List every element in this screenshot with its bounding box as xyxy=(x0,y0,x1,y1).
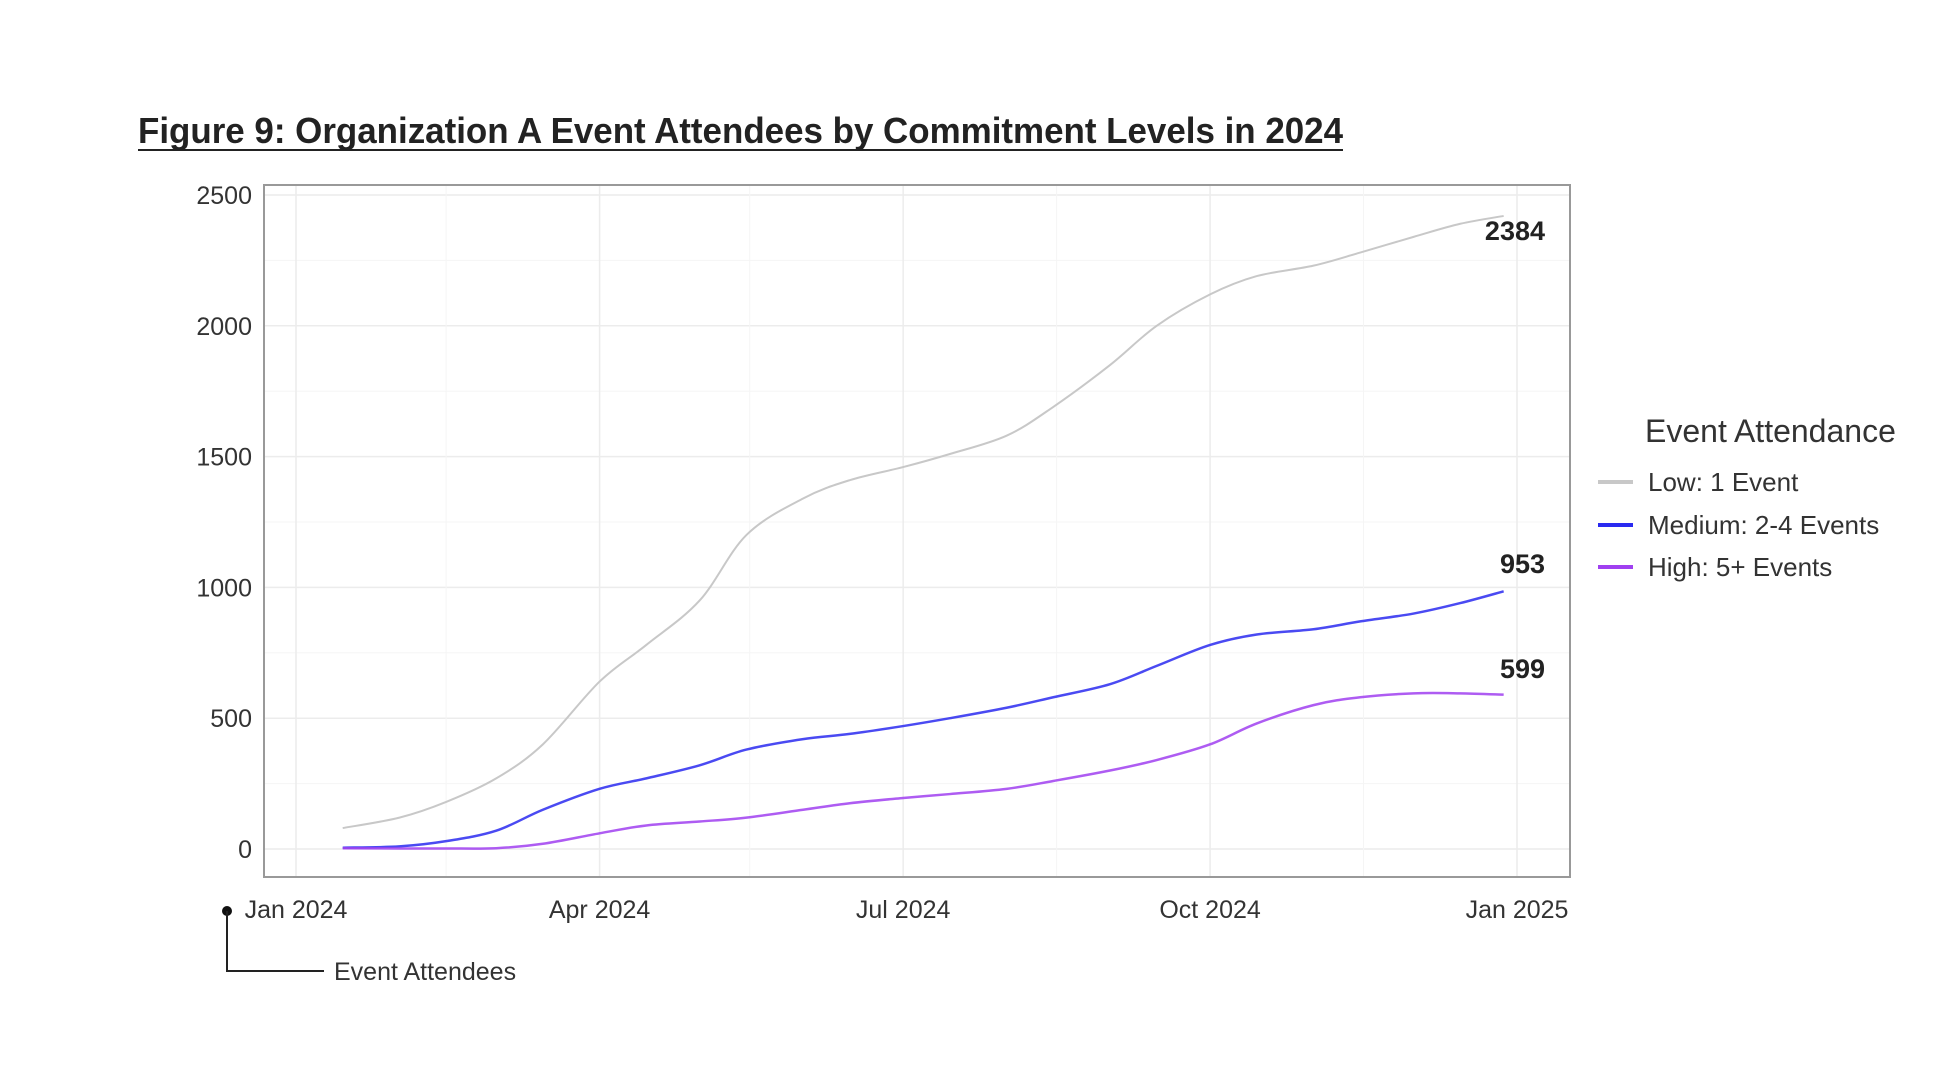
end-label: 953 xyxy=(1500,549,1545,579)
end-labels: 2384 953 599 xyxy=(1485,216,1545,684)
end-label: 2384 xyxy=(1485,216,1545,246)
plot-background xyxy=(264,185,1570,877)
x-tick-label: Jan 2025 xyxy=(1466,896,1569,924)
series-line-low xyxy=(342,214,1504,830)
legend-label: Medium: 2-4 Events xyxy=(1648,510,1879,540)
y-tick-label: 1500 xyxy=(196,444,252,472)
series-line-medium xyxy=(342,590,1504,849)
axis-annotation: Event Attendees xyxy=(222,906,516,986)
series-line-high xyxy=(342,691,1504,850)
x-tick-label: Apr 2024 xyxy=(549,896,651,924)
x-tick-label: Oct 2024 xyxy=(1159,896,1261,924)
x-axis: Jan 2024 Apr 2024 Jul 2024 Oct 2024 Jan 2025 xyxy=(245,896,1569,924)
grid xyxy=(264,185,1570,877)
y-tick-label: 1000 xyxy=(196,574,252,602)
x-tick-label: Jan 2024 xyxy=(245,896,348,924)
series-lines xyxy=(342,214,1504,850)
y-axis: 0 500 1000 1500 2000 2500 xyxy=(196,182,252,864)
plot-border xyxy=(263,184,1571,878)
y-tick-label: 2000 xyxy=(196,313,252,341)
annotation-label: Event Attendees xyxy=(334,958,516,986)
chart-title: Figure 9: Organization A Event Attendees… xyxy=(138,110,1343,151)
legend-label: High: 5+ Events xyxy=(1648,552,1832,582)
legend-label: Low: 1 Event xyxy=(1648,467,1799,497)
y-tick-label: 0 xyxy=(238,836,252,864)
y-tick-label: 500 xyxy=(210,705,252,733)
legend: Event Attendance Low: 1 Event Medium: 2-4… xyxy=(1598,413,1896,582)
x-tick-label: Jul 2024 xyxy=(856,896,951,924)
legend-title: Event Attendance xyxy=(1645,413,1896,449)
y-tick-label: 2500 xyxy=(196,182,252,210)
annotation-leader xyxy=(226,911,324,972)
end-label: 599 xyxy=(1500,654,1545,684)
